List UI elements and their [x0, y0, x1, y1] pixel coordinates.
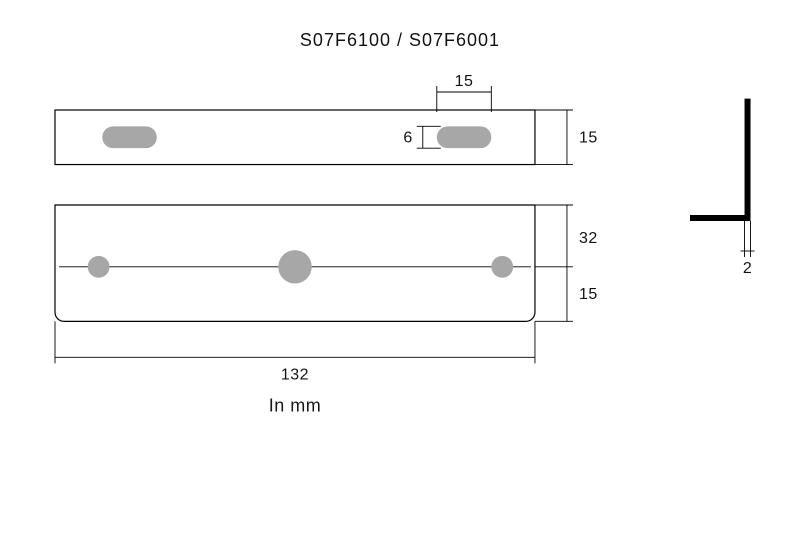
top-view-slot-0 [102, 126, 157, 148]
top-view-slot-1 [437, 126, 492, 148]
front-view-hole-1 [278, 250, 311, 283]
unit-label: In mm [269, 395, 322, 415]
dim-front-height: 32 [579, 230, 598, 247]
dim-slot-width: 6 [403, 129, 412, 146]
dim-side-thickness: 2 [743, 260, 752, 277]
title-text: S07F6100 / S07F6001 [300, 30, 500, 50]
dim-top-height: 15 [579, 129, 598, 146]
dim-total-length: 132 [281, 366, 309, 383]
dim-hole-center: 15 [579, 286, 598, 303]
dim-slot-length: 15 [455, 73, 474, 90]
front-view-hole-2 [491, 256, 513, 278]
front-view-hole-0 [88, 256, 110, 278]
side-view-angle [690, 99, 751, 221]
